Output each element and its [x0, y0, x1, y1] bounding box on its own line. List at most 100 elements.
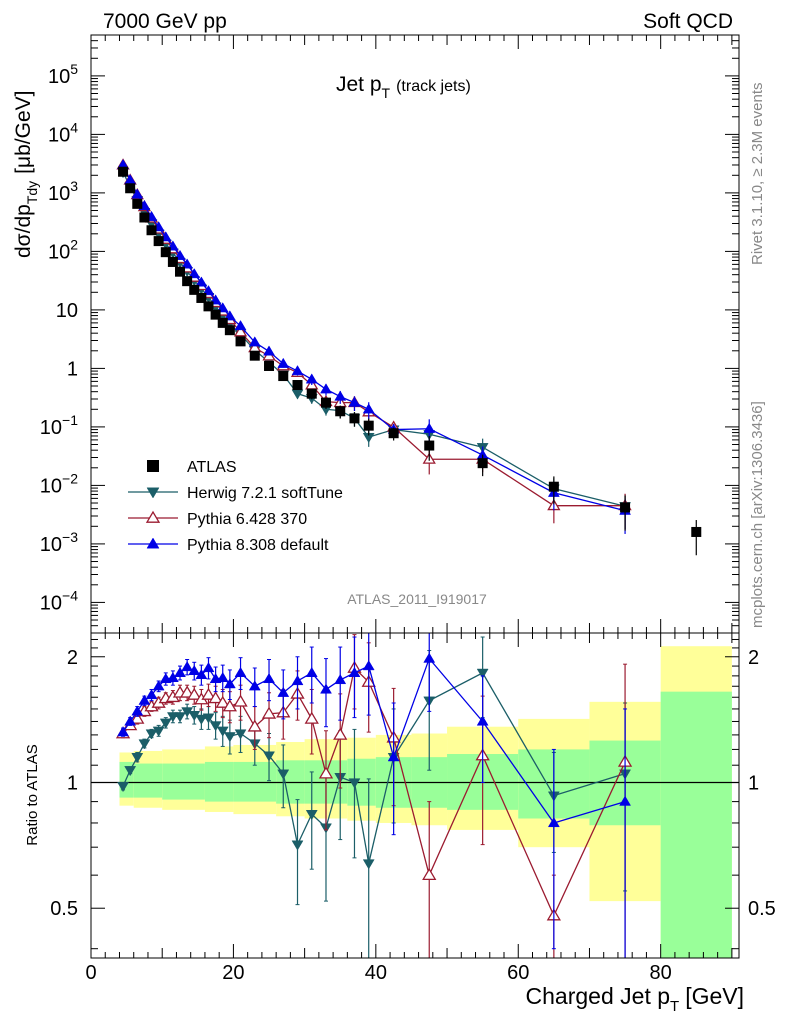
main-data-point [139, 212, 150, 223]
ratio-data-point [222, 699, 237, 712]
main-series-layer [116, 158, 702, 556]
main-data-point [620, 502, 631, 513]
main-y-tick-label: 105 [48, 61, 78, 88]
main-data-point [424, 440, 435, 451]
plot-title-note: (track jets) [396, 78, 471, 95]
ratio-data-point [223, 732, 236, 743]
ratio-series-2 [117, 632, 632, 959]
ratio-data-point [619, 795, 632, 806]
ratio-band-inner [204, 761, 234, 802]
main-data-point [224, 325, 235, 336]
ratio-data-point [234, 729, 247, 740]
x-axis-label-sub: T [670, 998, 679, 1015]
ratio-data-point [215, 695, 230, 708]
main-data-point [306, 388, 317, 399]
ratio-data-point [291, 840, 304, 851]
legend-marker [145, 510, 161, 523]
ratio-data-point [174, 712, 186, 723]
ratio-data-point [201, 687, 216, 700]
ratio-data-point [547, 816, 560, 828]
x-axis-label-unit: [GeV] [685, 983, 744, 1009]
main-panel: 10−4 10−3 10−2 10−1 1 10 102 103 104 105 Jet pT (t… [12, 34, 740, 634]
ratio-data-point [117, 782, 129, 793]
ratio-data-point [334, 673, 347, 685]
ratio-y-axis-label: Ratio to ATLAS [24, 744, 41, 845]
ratio-data-point [124, 715, 137, 726]
ratio-data-point [476, 715, 489, 726]
main-data-point [233, 325, 248, 337]
ratio-y-tick-label: 1 [67, 772, 78, 794]
ratio-y-tick-label-right: 0.5 [748, 898, 776, 920]
ratio-data-point [247, 719, 262, 732]
ratio-data-point [195, 714, 208, 725]
x-tick-label: 0 [85, 962, 96, 984]
ratio-band-inner [162, 763, 205, 800]
main-data-point [203, 301, 214, 312]
main-data-point [363, 420, 374, 431]
ratio-panel: 0.5 0.51 12 20 20 40 60 80 Ratio to ATLAS Charg… [24, 632, 776, 1015]
main-data-point [146, 225, 157, 236]
main-data-point [195, 276, 208, 287]
ratio-axis-ticks [90, 633, 739, 958]
ratio-data-point [305, 666, 318, 677]
ratio-data-point [423, 652, 436, 663]
ratio-y-tick-label: 2 [67, 647, 78, 669]
main-axis-ticks [90, 34, 739, 634]
ratio-data-point [124, 766, 137, 777]
main-data-point [210, 309, 221, 320]
ratio-data-point [130, 711, 145, 724]
main-y-tick-labels: 10−4 10−3 10−2 10−1 1 10 102 103 104 105 [40, 61, 78, 615]
ratio-data-point [202, 713, 215, 724]
main-data-point [132, 198, 143, 209]
main-data-point [292, 380, 303, 391]
x-tick-label: 20 [222, 962, 244, 984]
main-series-line [122, 172, 626, 507]
main-y-axis-label: dσ/dpTdy [μb/GeV] [12, 91, 40, 259]
main-y-tick-label: 10−3 [40, 529, 78, 556]
legend-label: Herwig 7.2.1 softTune [187, 485, 343, 502]
x-tick-label: 60 [507, 962, 529, 984]
ratio-data-point [233, 694, 248, 707]
main-data-point [160, 247, 171, 258]
ratio-data-point [422, 867, 437, 881]
main-data-point [131, 188, 144, 199]
main-y-tick-label: 102 [48, 236, 78, 263]
x-axis-label: Charged Jet pT [GeV] [526, 983, 744, 1015]
legend: ATLAS Herwig 7.2.1 softTune Pythia 6.428 3… [128, 459, 343, 554]
main-data-point [181, 258, 194, 269]
main-series-0 [118, 166, 702, 556]
ratio-series-layer [115, 632, 633, 959]
main-data-point [249, 350, 260, 361]
ratio-data-point [387, 751, 400, 762]
main-data-point [691, 526, 702, 537]
ratio-data-point [263, 751, 275, 762]
main-data-point [291, 365, 304, 376]
main-data-point [217, 317, 228, 328]
ratio-data-point [320, 683, 332, 694]
main-data-point [263, 345, 275, 356]
main-y-tick-label: 103 [48, 178, 78, 205]
ratio-y-tick-label: 0.5 [50, 898, 78, 920]
ratio-data-point [216, 671, 229, 683]
x-axis-label-main: Charged Jet p [526, 983, 670, 1009]
ratio-band-inner [233, 761, 277, 802]
main-y-tick-label: 1 [67, 358, 78, 380]
ratio-data-point [187, 687, 202, 700]
ratio-data-point [131, 753, 144, 764]
ratio-data-point [291, 674, 304, 686]
ratio-data-point [318, 766, 334, 779]
legend-marker [146, 487, 160, 499]
legend-marker [147, 460, 159, 472]
mcplots-info-label: mcplots.cern.ch [arXiv:1306.3436] [749, 401, 766, 628]
main-data-point [548, 481, 559, 492]
ratio-data-point [138, 694, 151, 705]
main-data-point [348, 396, 361, 407]
main-data-point [125, 183, 136, 194]
ratio-data-point [145, 729, 158, 740]
main-data-point [320, 397, 331, 408]
x-tick-label: 80 [650, 962, 672, 984]
legend-marker [146, 537, 160, 549]
ratio-data-point [159, 718, 172, 729]
analysis-id-label: ATLAS_2011_I919017 [347, 591, 487, 607]
